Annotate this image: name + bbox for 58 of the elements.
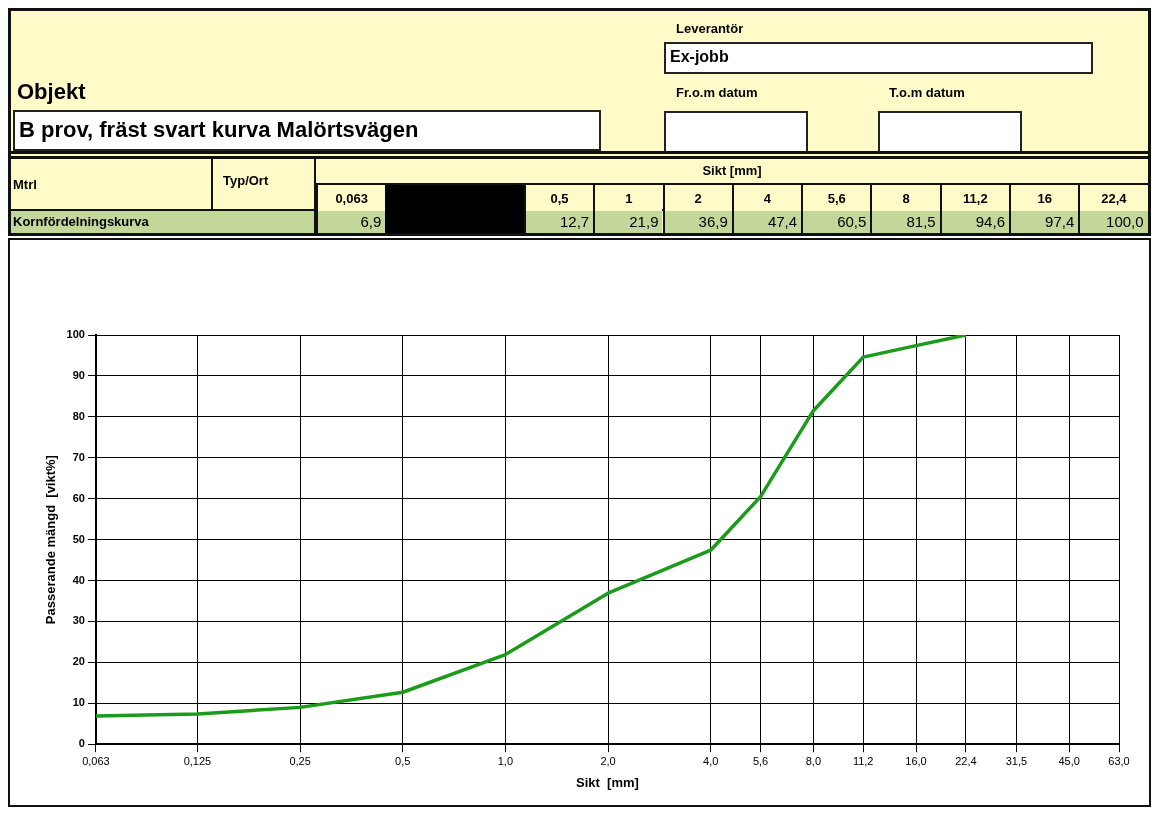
y-tick-label: 70: [72, 450, 85, 463]
text: 22,4: [1078, 185, 1148, 211]
text: Typ/Ort: [223, 173, 269, 188]
y-tick-label: 50: [72, 532, 85, 545]
text: Objekt: [17, 79, 86, 105]
text: 21,9: [593, 211, 663, 233]
text: Mtrl: [13, 177, 37, 192]
x-tick-label: 0,063: [82, 754, 110, 767]
y-axis-title: Passerande mängd [vikt%]: [43, 455, 59, 625]
y-tick-label: 80: [72, 409, 85, 422]
text: 81,5: [870, 211, 940, 233]
text: T.o.m datum: [889, 85, 965, 100]
text: 6,9: [316, 211, 386, 233]
text: 1: [593, 185, 663, 211]
chart-title: B prov, fräst svart kurva Malörtsvägen: [19, 117, 419, 143]
y-tick-label: 30: [72, 614, 85, 627]
x-tick-label: 63,0: [1108, 754, 1130, 767]
text: 60,5: [801, 211, 871, 233]
x-tick-label: 22,4: [955, 754, 977, 767]
x-tick-label: 0,5: [395, 754, 411, 767]
text: 97,4: [1009, 211, 1079, 233]
x-tick-label: 0,25: [289, 754, 311, 767]
y-tick-label: 10: [72, 696, 85, 709]
x-axis-title: Sikt [mm]: [576, 774, 639, 790]
text: 8: [870, 185, 940, 211]
text: 47,4: [731, 211, 802, 233]
x-tick-label: 0,125: [183, 754, 212, 767]
text: 5,6: [801, 185, 871, 211]
x-tick-label: 5,6: [752, 754, 769, 767]
text: Leverantör: [676, 21, 744, 36]
text: Sikt [mm]: [316, 159, 1148, 185]
text: Ex-jobb: [670, 48, 729, 66]
x-tick-label: 11,2: [852, 754, 874, 767]
text: 0,063: [316, 185, 386, 211]
y-tick-label: 0: [78, 737, 85, 750]
x-tick-label: 45,0: [1058, 754, 1080, 767]
text: 12,7: [523, 211, 594, 233]
text: 36,9: [662, 211, 732, 233]
text: 2: [662, 185, 732, 211]
y-tick-label: 40: [72, 573, 85, 586]
y-tick-label: 90: [72, 368, 85, 381]
text: 100,0: [1078, 211, 1148, 233]
text: 94,6: [939, 211, 1009, 233]
text: Fr.o.m datum: [676, 85, 758, 100]
x-tick-label: 1,0: [497, 754, 514, 767]
text: 0,5: [523, 185, 594, 211]
x-tick-label: 31,5: [1005, 754, 1028, 767]
x-tick-label: 16,0: [905, 754, 927, 767]
text: 16: [1009, 185, 1079, 211]
x-tick-label: 2,0: [600, 754, 616, 767]
y-tick-label: 60: [72, 491, 85, 504]
text: Kornfördelningskurva: [13, 214, 149, 229]
y-tick-label: 20: [72, 655, 85, 668]
y-tick-label: 100: [66, 328, 85, 341]
x-tick-label: 4,0: [703, 754, 719, 767]
x-tick-label: 8,0: [805, 754, 822, 767]
text: 11,2: [939, 185, 1009, 211]
text: 4: [731, 185, 802, 211]
